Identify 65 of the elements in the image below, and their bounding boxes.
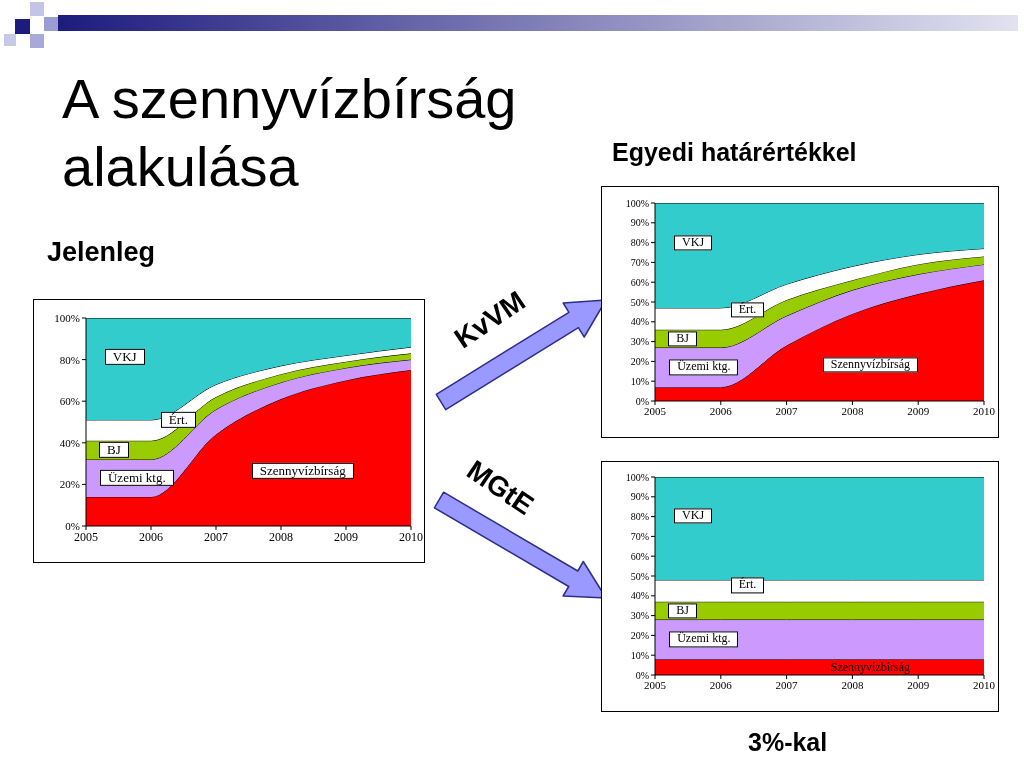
x-tick-label: 2006 — [709, 678, 733, 691]
y-tick-label: 60% — [630, 550, 649, 562]
y-tick-label: 20% — [630, 355, 649, 367]
x-tick-label: 2007 — [775, 404, 799, 417]
series-label: Szennyvízbírság — [829, 660, 912, 675]
y-tick-label: 100% — [54, 311, 80, 324]
series-label: VKJ — [104, 348, 145, 365]
x-tick-label: 2009 — [907, 678, 930, 691]
legend-label: Üzemi ktg. — [99, 470, 174, 487]
series-label: Ért. — [160, 411, 196, 428]
y-tick-label: 90% — [630, 491, 649, 503]
y-tick-label: 60% — [630, 276, 649, 288]
y-tick-label: 60% — [59, 395, 80, 408]
chart-title: Egyedi határértékkel — [612, 138, 857, 166]
y-tick-label: 30% — [630, 336, 649, 348]
y-tick-label: 30% — [630, 610, 649, 622]
y-tick-label: 80% — [630, 237, 649, 249]
y-tick-label: 100% — [625, 471, 649, 483]
x-tick-label: 2010 — [973, 678, 996, 691]
legend-label: Üzemi ktg. — [669, 631, 739, 647]
y-tick-label: 10% — [630, 375, 649, 387]
x-tick-label: 2006 — [709, 404, 733, 417]
y-tick-label: 0% — [635, 395, 649, 407]
x-tick-label: 2005 — [644, 404, 667, 417]
series-label: BJ — [99, 441, 129, 459]
x-tick-label: 2008 — [841, 404, 864, 417]
series-label: BJ — [668, 331, 697, 347]
x-tick-label: 2009 — [334, 529, 358, 544]
x-tick-label: 2007 — [204, 529, 228, 544]
x-tick-label: 2010 — [973, 404, 996, 417]
text: 3%-kal — [748, 728, 828, 756]
y-tick-label: 40% — [630, 590, 649, 602]
chart-title: A szennyvízbírság alakulása — [62, 67, 517, 198]
y-tick-label: 50% — [630, 296, 649, 308]
series-label: Szennyvízbírság — [822, 356, 919, 373]
y-tick-label: 20% — [630, 629, 649, 641]
y-tick-label: 40% — [59, 436, 80, 449]
series-label: VKJ — [674, 235, 713, 251]
y-tick-label: 0% — [635, 669, 649, 681]
y-tick-label: 90% — [630, 217, 649, 229]
y-tick-label: 70% — [630, 530, 649, 542]
x-tick-label: 2007 — [775, 678, 799, 691]
y-tick-label: 10% — [630, 649, 649, 661]
y-tick-label: 100% — [625, 197, 649, 209]
y-tick-label: 40% — [630, 316, 649, 328]
series-label: Szennyvízbírság — [251, 462, 354, 479]
y-tick-label: 0% — [65, 519, 80, 532]
x-tick-label: 2005 — [644, 678, 667, 691]
series-label: Ért. — [730, 302, 765, 318]
series-label: Ért. — [730, 577, 765, 593]
chart-subtitle: Jelenleg — [47, 237, 156, 267]
series-label: VKJ — [674, 508, 713, 524]
x-tick-label: 2009 — [907, 404, 930, 417]
y-tick-label: 50% — [630, 570, 649, 582]
x-tick-label: 2005 — [74, 529, 98, 544]
y-tick-label: 20% — [59, 478, 80, 491]
y-tick-label: 80% — [59, 353, 80, 366]
x-tick-label: 2008 — [841, 678, 864, 691]
x-tick-label: 2010 — [399, 529, 423, 544]
series-label: BJ — [668, 603, 697, 619]
y-tick-label: 80% — [630, 511, 649, 523]
legend-label: Üzemi ktg. — [669, 359, 739, 375]
x-tick-label: 2006 — [139, 529, 163, 544]
y-tick-label: 70% — [630, 256, 649, 268]
x-tick-label: 2008 — [269, 529, 293, 544]
